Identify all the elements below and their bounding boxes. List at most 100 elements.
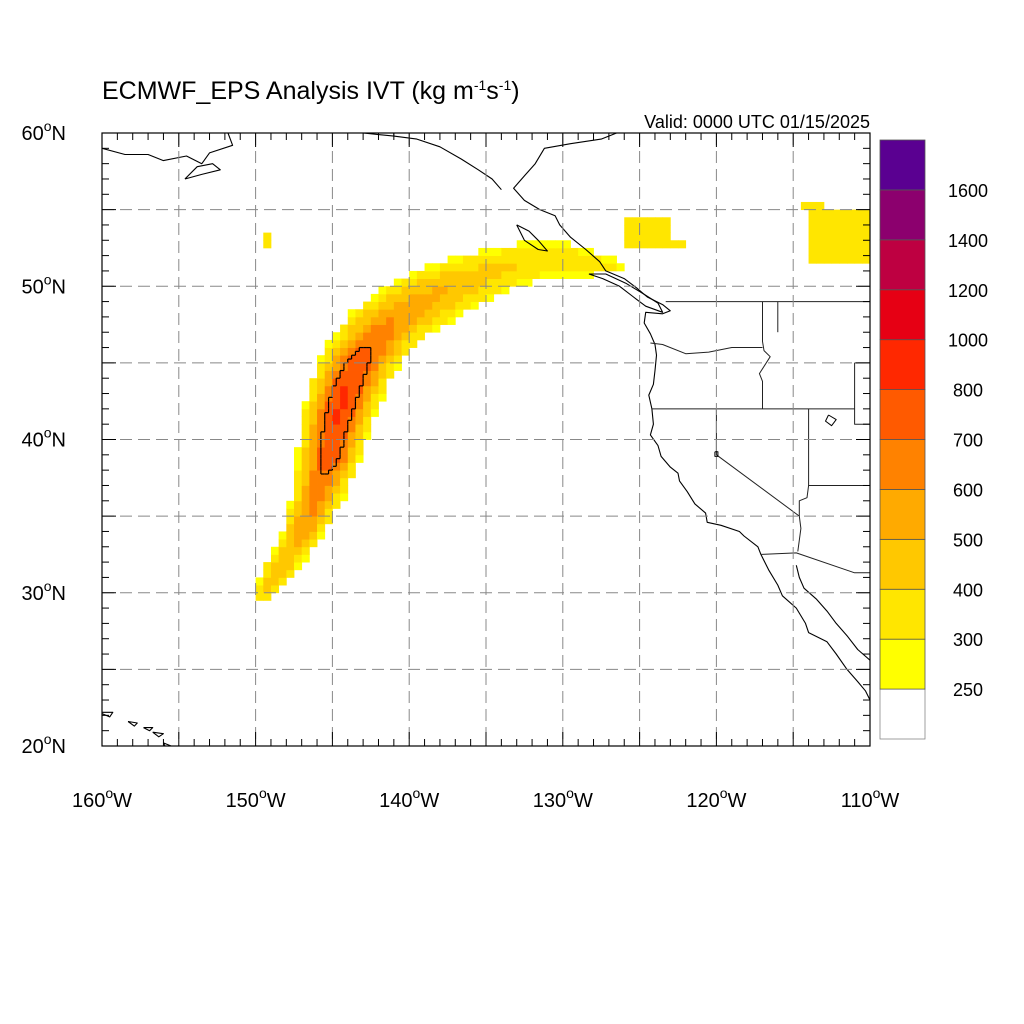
ivt-cell: [363, 301, 372, 310]
ivt-cell: [363, 401, 372, 410]
ivt-cell: [370, 408, 379, 417]
ivt-cell: [378, 339, 387, 348]
ivt-cell: [309, 424, 318, 433]
ivt-cell: [324, 500, 333, 509]
ivt-cell: [570, 270, 579, 279]
ivt-cell: [516, 270, 525, 279]
ivt-cell: [547, 240, 556, 249]
ivt-cell: [294, 508, 303, 517]
ivt-cell: [539, 247, 548, 256]
ivt-cell: [409, 278, 418, 287]
ivt-cell: [340, 378, 349, 387]
ivt-cell: [654, 224, 664, 234]
ivt-cell: [378, 316, 387, 325]
ivt-cell: [340, 408, 349, 417]
ivt-cell: [270, 585, 280, 594]
ivt-cell: [309, 447, 318, 456]
ivt-cell: [816, 247, 825, 256]
ivt-cell: [416, 270, 425, 279]
ivt-cell: [524, 270, 533, 279]
ivt-cell: [493, 270, 502, 279]
ivt-cell: [831, 217, 840, 226]
ivt-cell: [816, 217, 825, 226]
ivt-cell: [378, 309, 387, 318]
ivt-cell: [524, 255, 533, 264]
ivt-cell: [309, 393, 318, 402]
state-border: [650, 342, 763, 355]
ivt-cell: [309, 493, 318, 502]
ivt-cell: [255, 585, 264, 594]
ivt-cell: [662, 240, 671, 249]
ivt-cell: [524, 240, 533, 249]
ivt-cell: [340, 355, 349, 364]
colorbar-box: [879, 688, 926, 740]
ivt-cell: [424, 293, 433, 302]
ivt-cell: [808, 201, 817, 211]
ivt-cell: [532, 270, 541, 279]
lon-tick-label: 140oW: [379, 785, 439, 812]
ivt-cell: [332, 462, 341, 471]
ivt-cell: [324, 485, 333, 494]
ivt-cell: [301, 431, 310, 440]
ivt-contour: [320, 346, 372, 475]
ivt-cell: [355, 447, 364, 456]
ivt-cell: [578, 270, 587, 279]
ivt-cell: [355, 332, 364, 341]
ivt-cell: [386, 355, 395, 364]
ivt-cell: [347, 339, 356, 348]
ivt-cell: [539, 270, 548, 279]
ivt-cell: [401, 278, 410, 287]
ivt-cell: [831, 224, 840, 234]
ivt-cell: [409, 293, 418, 302]
ivt-cell: [263, 592, 272, 601]
ivt-cell: [317, 416, 326, 425]
ivt-cell: [662, 224, 671, 234]
ivt-cell: [601, 255, 610, 264]
ivt-cell: [616, 263, 625, 272]
ivt-cell: [601, 263, 610, 272]
ivt-cell: [263, 585, 272, 594]
ivt-cell: [324, 347, 333, 356]
colorbar-box: [879, 239, 926, 291]
ivt-cell: [831, 247, 840, 256]
ivt-cell: [294, 523, 303, 532]
ivt-cell: [386, 301, 395, 310]
ivt-cell: [301, 554, 310, 563]
colorbar-level-label: 1400: [948, 231, 988, 251]
ivt-cell: [355, 439, 364, 448]
ivt-cell: [324, 508, 333, 517]
ivt-cell: [317, 385, 326, 394]
ivt-cell: [301, 546, 310, 555]
ivt-cell: [854, 224, 863, 234]
ivt-cell: [301, 539, 310, 548]
ivt-cell: [808, 209, 817, 218]
ivt-cell: [324, 378, 333, 387]
ivt-cell: [409, 286, 418, 295]
ivt-cell: [662, 217, 671, 226]
ivt-cell: [624, 217, 633, 226]
ivt-cell: [317, 485, 326, 494]
ivt-cell: [439, 316, 448, 325]
ivt-cell: [332, 401, 341, 410]
ivt-cell: [455, 263, 464, 272]
ivt-cell: [509, 263, 518, 272]
ivt-cell: [578, 247, 587, 256]
ivt-cell: [401, 324, 410, 333]
hawaii-island-outline: [143, 727, 154, 732]
ivt-cell: [516, 240, 525, 249]
ivt-cell: [324, 416, 333, 425]
colorbar-level-label: 700: [953, 431, 983, 451]
ivt-cell: [332, 424, 341, 433]
colorbar-level-label: 500: [953, 530, 983, 550]
ivt-cell: [278, 539, 287, 548]
ivt-cell: [593, 263, 602, 272]
ivt-cell: [547, 255, 556, 264]
ivt-cell: [416, 309, 425, 318]
ivt-cell: [501, 255, 510, 264]
ivt-cell: [416, 293, 425, 302]
ivt-cell: [278, 554, 287, 563]
ivt-cell: [309, 385, 318, 394]
ivt-cell: [585, 263, 594, 272]
ivt-cell: [846, 217, 856, 226]
ivt-cell: [808, 240, 817, 249]
